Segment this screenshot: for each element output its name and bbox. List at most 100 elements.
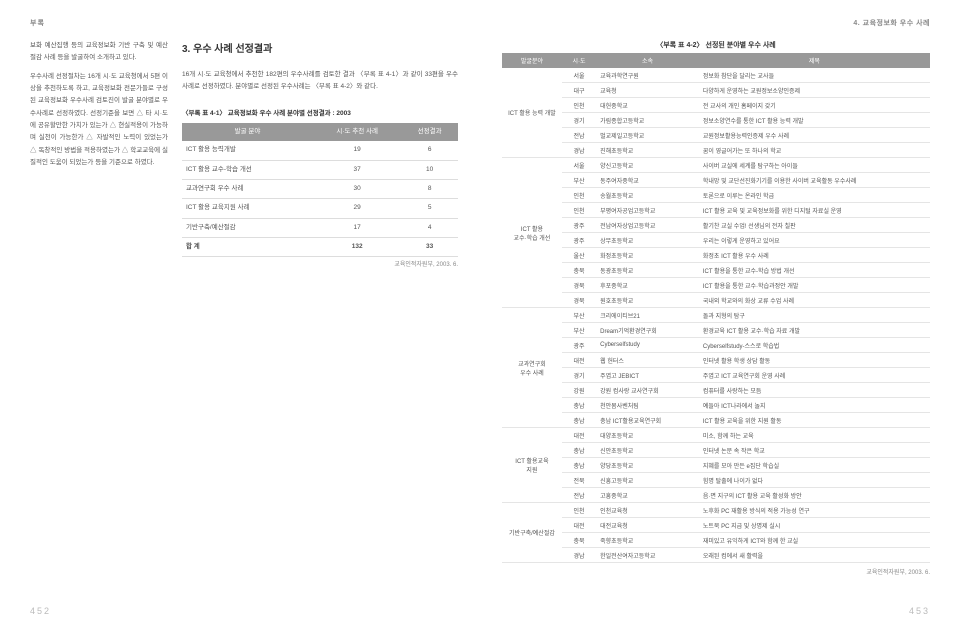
col-header: 선정결과 [401, 123, 458, 141]
table-cell: 주엽고 JEBICT [596, 368, 699, 383]
table-cell: 17 [313, 218, 401, 237]
col-header: 소속 [596, 53, 699, 68]
table-cell: 광주 [562, 218, 596, 233]
category-cell: 교과연구회 우수 사례 [502, 308, 562, 428]
table-row: 대구교육청다양하게 운영하는 교원정보소양인증제 [502, 83, 930, 98]
table-cell: 화정초 ICT 활용 우수 사례 [699, 248, 930, 263]
table-cell: 미소, 함께 하는 교육 [699, 428, 930, 443]
left-columns: 보화 예산집행 등의 교육정보화 기반 구축 및 예산절감 사례 등을 발굴하여… [30, 40, 458, 272]
table-4-1-source: 교육인적자원부, 2003. 6. [182, 260, 458, 271]
section-title: 3. 우수 사례 선정결과 [182, 40, 458, 59]
table-cell: ICT 활용 교육을 위한 지원 활동 [699, 413, 930, 428]
table-cell: 인천 [562, 203, 596, 218]
table-cell: 천안봄사벤처팀 [596, 398, 699, 413]
table-cell: 30 [313, 180, 401, 199]
table-cell: 부산 [562, 308, 596, 323]
table-cell: 교과연구회 우수 사례 [182, 180, 313, 199]
table-cell: 노후화 PC 재활용 방식의 적용 가능성 연구 [699, 503, 930, 518]
table-cell: 한일전산여자고등학교 [596, 548, 699, 563]
table-4-2: 발굴분야 시·도 소속 제목 ICT 활용 능력 개발서울교육과학연구원정보화 … [502, 53, 930, 563]
table-4-2-source: 교육인적자원부, 2003. 6. [502, 567, 930, 576]
table-cell: 가림종합고등학교 [596, 113, 699, 128]
category-cell: 기반구축/예산절감 [502, 503, 562, 563]
table-cell: 학내망 및 교단선진화기기를 이용한 사이버 교육활동 우수사례 [699, 173, 930, 188]
body-para: 우수사례 선정절차는 16개 시·도 교육청에서 5편 이상을 추천하도록 하고… [30, 71, 168, 170]
table-cell: 경기 [562, 113, 596, 128]
running-head-right: 4. 교육정보화 우수 사례 [502, 18, 930, 28]
table-row: 광주CyberselfstudyCyberselfstudy-스스로 학습법 [502, 338, 930, 353]
table-cell: 교원정보활용능력인증제 우수 사례 [699, 128, 930, 143]
table-row: 경북원호초등학교국내외 학교와의 화상 교류 수업 사례 [502, 293, 930, 308]
table-cell: 송월초등학교 [596, 188, 699, 203]
table-cell: 강원 [562, 383, 596, 398]
table-row: 강원강원 컴사랑 교사연구회컴퓨터를 사랑하는 모듬 [502, 383, 930, 398]
table-row: 대전대전교육청노트북 PC 지급 및 상명제 실시 [502, 518, 930, 533]
table-row: 충남신안초등학교인터넷 논문 속 작은 학교 [502, 443, 930, 458]
table-4-1-head: 발굴 분야 시·도 추천 사례 선정결과 [182, 123, 458, 141]
table-cell: 대전 [562, 518, 596, 533]
table-cell: 10 [401, 160, 458, 179]
table-cell: 충남 [562, 398, 596, 413]
table-cell: 재미있고 유익하게 ICT와 함께 한 교실 [699, 533, 930, 548]
table-row: 전남고흥중학교음·면 지구의 ICT 활용 교육 활성화 방안 [502, 488, 930, 503]
table-cell: 대구 [562, 83, 596, 98]
table-cell: 19 [313, 141, 401, 160]
table-cell: 우리는 이렇게 운영하고 있어요 [699, 233, 930, 248]
table-cell: 전남 [562, 488, 596, 503]
table-cell: 대헌중학교 [596, 98, 699, 113]
running-head-left: 부록 [30, 18, 458, 28]
table-cell: 전남여자상업고등학교 [596, 218, 699, 233]
table-row: 충북죽향초등학교재미있고 유익하게 ICT와 함께 한 교실 [502, 533, 930, 548]
table-cell: 크리에이티브21 [596, 308, 699, 323]
table-cell: 환경교육 ICT 활용 교수·학습 자료 개발 [699, 323, 930, 338]
table-cell: 죽향초등학교 [596, 533, 699, 548]
table-cell: ICT 활용을 통한 교수·학습과정안 개발 [699, 278, 930, 293]
table-cell: 고흥중학교 [596, 488, 699, 503]
table-row: 교과연구회 우수 사례308 [182, 180, 458, 199]
table-cell: 정보소양연수를 통한 ICT 활용 능력 개발 [699, 113, 930, 128]
table-cell: 8 [401, 180, 458, 199]
table-cell: 경북 [562, 278, 596, 293]
table-cell: 웹 헌터스 [596, 353, 699, 368]
table-cell: 돌과 지형의 탐구 [699, 308, 930, 323]
table-cell: 충남 [562, 413, 596, 428]
table-cell: 활기찬 교실 수업! 선생님의 전자 칠판 [699, 218, 930, 233]
table-cell: 주엽고 ICT 교육연구회 운영 사례 [699, 368, 930, 383]
table-row: 충남충남 ICT활용교육연구회ICT 활용 교육을 위한 지원 활동 [502, 413, 930, 428]
table-cell: ICT 활용을 통한 교수-학습 방법 개선 [699, 263, 930, 278]
left-narrow-column: 보화 예산집행 등의 교육정보화 기반 구축 및 예산절감 사례 등을 발굴하여… [30, 40, 168, 272]
table-row: 대전웹 헌터스인터넷 활용 학생 상담 활동 [502, 353, 930, 368]
table-cell: 양당초등학교 [596, 458, 699, 473]
table-row: 기반구축/예산절감174 [182, 218, 458, 237]
table-cell: 원호초등학교 [596, 293, 699, 308]
table-cell: 울산 [562, 248, 596, 263]
table-cell: 인천 [562, 98, 596, 113]
table-cell: 경남 [562, 143, 596, 158]
table-cell: 신안초등학교 [596, 443, 699, 458]
table-cell: 양신고등학교 [596, 158, 699, 173]
table-cell: Dream기억환경연구회 [596, 323, 699, 338]
table-cell: 인터넷 활용 학생 상담 활동 [699, 353, 930, 368]
table-row: ICT 활용 교육지원 사례295 [182, 199, 458, 218]
table-cell: 대양초등학교 [596, 428, 699, 443]
table-row: 충남천안봄사벤처팀예들아 ICT나라에서 놀지 [502, 398, 930, 413]
col-header: 시·도 [562, 53, 596, 68]
table-cell: 충남 [562, 458, 596, 473]
table-cell: 충북 [562, 533, 596, 548]
table-row: 인천대헌중학교전 교사의 개인 홈페이지 갖기 [502, 98, 930, 113]
table-cell: 광주 [562, 338, 596, 353]
table-cell: 인천 [562, 503, 596, 518]
table-row: 충북동광초등학교ICT 활용을 통한 교수-학습 방법 개선 [502, 263, 930, 278]
table-cell: 화정초등학교 [596, 248, 699, 263]
table-cell: 6 [401, 141, 458, 160]
table-cell: 광주 [562, 233, 596, 248]
table-cell: 경북 [562, 293, 596, 308]
table-cell: ICT 활용 교육지원 사례 [182, 199, 313, 218]
table-cell: 꿈이 영글어가는 또 하나의 학교 [699, 143, 930, 158]
table-row: 경북후포중학교ICT 활용을 통한 교수·학습과정안 개발 [502, 278, 930, 293]
table-cell: 신흥고등학교 [596, 473, 699, 488]
left-wide-column: 3. 우수 사례 선정결과 16개 시·도 교육청에서 추천한 182편의 우수… [182, 40, 458, 272]
table-cell: 지혜를 모아 만든 e집단 학습실 [699, 458, 930, 473]
table-cell: 4 [401, 218, 458, 237]
table-row: 경남진해초등학교꿈이 영글어가는 또 하나의 학교 [502, 143, 930, 158]
